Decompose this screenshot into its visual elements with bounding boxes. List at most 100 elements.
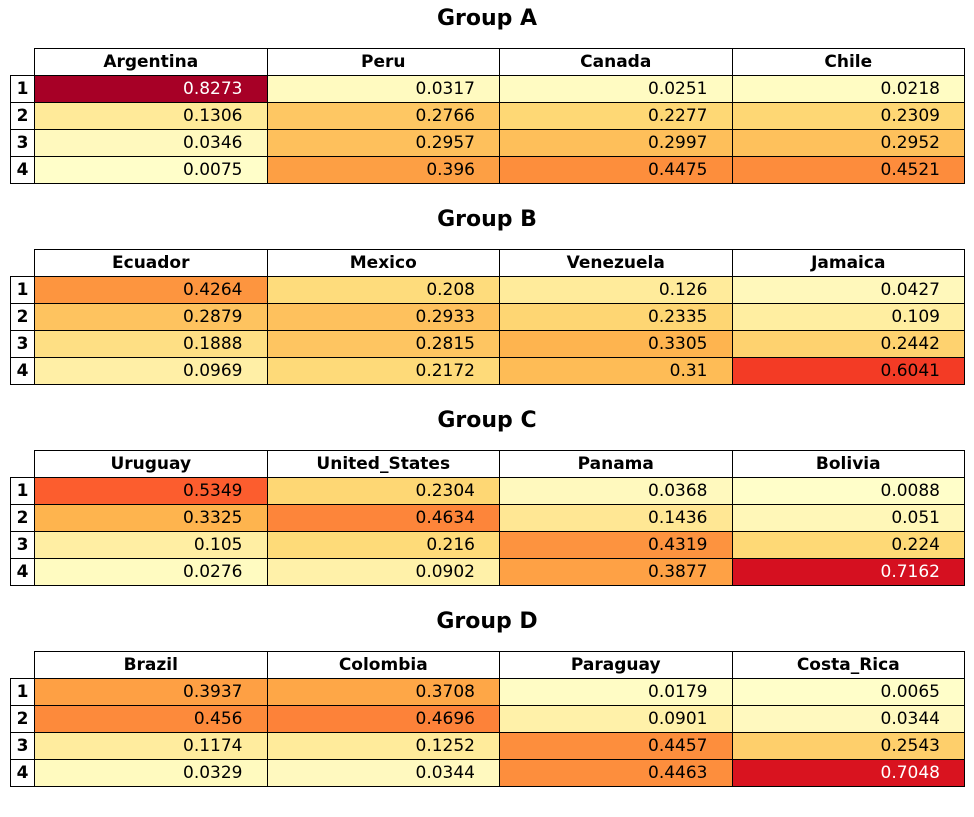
heatmap-cell: 0.0427 [731,276,965,304]
heatmap-cell: 0.396 [266,156,500,184]
column-header: Colombia [266,651,500,679]
heatmap-cell: 0.0065 [731,678,965,706]
heatmap-cell: 0.0251 [499,75,733,103]
column-header: Uruguay [34,450,268,478]
table-row: 3 0.1174 0.1252 0.4457 0.2543 [10,732,965,760]
heatmap-cell: 0.8273 [34,75,268,103]
heatmap-cell: 0.1252 [266,732,500,760]
table-row: 2 0.2879 0.2933 0.2335 0.109 [10,303,965,331]
heatmap-cell: 0.2766 [266,102,500,130]
row-label: 4 [10,357,35,385]
heatmap-cell: 0.051 [731,504,965,532]
corner-cell [11,451,35,478]
column-header: Mexico [266,249,500,277]
row-label: 3 [10,330,35,358]
table-row: 3 0.105 0.216 0.4319 0.224 [10,531,965,559]
group-table: Uruguay United_States Panama Bolivia 1 0.5349… [10,450,965,586]
row-label: 1 [10,276,35,304]
heatmap-cell: 0.3305 [499,330,733,358]
heatmap-cell: 0.0075 [34,156,268,184]
column-header: United_States [266,450,500,478]
heatmap-cell: 0.216 [266,531,500,559]
column-header: Argentina [34,48,268,76]
group-title: Group D [436,609,538,634]
heatmap-cell: 0.4521 [731,156,965,184]
heatmap-cell: 0.1888 [34,330,268,358]
corner-cell [11,250,35,277]
column-header: Paraguay [499,651,733,679]
table-row: 1 0.8273 0.0317 0.0251 0.0218 [10,75,965,103]
heatmap-cell: 0.7162 [731,558,965,586]
header-row: Brazil Colombia Paraguay Costa_Rica [11,651,965,679]
heatmap-cell: 0.7048 [731,759,965,787]
heatmap-cell: 0.0344 [266,759,500,787]
heatmap-cell: 0.0368 [499,477,733,505]
heatmap-cell: 0.2933 [266,303,500,331]
column-header: Ecuador [34,249,268,277]
heatmap-cell: 0.3708 [266,678,500,706]
row-label: 4 [10,558,35,586]
heatmap-cell: 0.0179 [499,678,733,706]
column-header: Venezuela [499,249,733,277]
group-table: Ecuador Mexico Venezuela Jamaica 1 0.4264 0.20… [10,249,965,385]
heatmap-cell: 0.1306 [34,102,268,130]
table-row: 1 0.4264 0.208 0.126 0.0427 [10,276,965,304]
row-label: 1 [10,678,35,706]
corner-cell [11,49,35,76]
table-row: 2 0.1306 0.2766 0.2277 0.2309 [10,102,965,130]
heatmap-cell: 0.4634 [266,504,500,532]
heatmap-cell: 0.0969 [34,357,268,385]
table-row: 1 0.5349 0.2304 0.0368 0.0088 [10,477,965,505]
table-row: 1 0.3937 0.3708 0.0179 0.0065 [10,678,965,706]
heatmap-cell: 0.0276 [34,558,268,586]
heatmap-cell: 0.0317 [266,75,500,103]
row-label: 3 [10,732,35,760]
heatmap-cell: 0.2309 [731,102,965,130]
group-title: Group B [437,207,537,232]
heatmap-cell: 0.2997 [499,129,733,157]
heatmap-cell: 0.2277 [499,102,733,130]
table-row: 2 0.456 0.4696 0.0901 0.0344 [10,705,965,733]
header-row: Uruguay United_States Panama Bolivia [11,450,965,478]
heatmap-cell: 0.2335 [499,303,733,331]
column-header: Jamaica [731,249,965,277]
heatmap-cell: 0.1436 [499,504,733,532]
heatmap-cell: 0.2815 [266,330,500,358]
heatmap-cell: 0.4457 [499,732,733,760]
heatmap-cell: 0.2172 [266,357,500,385]
heatmap-cell: 0.5349 [34,477,268,505]
row-label: 3 [10,129,35,157]
heatmap-cell: 0.126 [499,276,733,304]
heatmap-cell: 0.2442 [731,330,965,358]
table-row: 4 0.0329 0.0344 0.4463 0.7048 [10,759,965,787]
table-row: 2 0.3325 0.4634 0.1436 0.051 [10,504,965,532]
header-row: Argentina Peru Canada Chile [11,48,965,76]
heatmap-cell: 0.3325 [34,504,268,532]
row-label: 2 [10,705,35,733]
group-title: Group A [436,6,538,31]
column-header: Panama [499,450,733,478]
table-row: 4 0.0075 0.396 0.4475 0.4521 [10,156,965,184]
row-label: 3 [10,531,35,559]
heatmap-cell: 0.4463 [499,759,733,787]
heatmap-cell: 0.6041 [731,357,965,385]
heatmap-cell: 0.224 [731,531,965,559]
heatmap-cell: 0.3937 [34,678,268,706]
row-label: 2 [10,303,35,331]
column-header: Canada [499,48,733,76]
column-header: Peru [266,48,500,76]
row-label: 1 [10,477,35,505]
row-label: 2 [10,102,35,130]
heatmap-cell: 0.0088 [731,477,965,505]
heatmap-cell: 0.2879 [34,303,268,331]
group-table: Brazil Colombia Paraguay Costa_Rica 1 0.3937 0… [10,651,965,787]
column-header: Brazil [34,651,268,679]
heatmap-cell: 0.4696 [266,705,500,733]
heatmap-cell: 0.208 [266,276,500,304]
heatmap-cell: 0.2304 [266,477,500,505]
heatmap-cell: 0.105 [34,531,268,559]
heatmap-cell: 0.2543 [731,732,965,760]
column-header: Bolivia [731,450,965,478]
row-label: 1 [10,75,35,103]
heatmap-cell: 0.2952 [731,129,965,157]
